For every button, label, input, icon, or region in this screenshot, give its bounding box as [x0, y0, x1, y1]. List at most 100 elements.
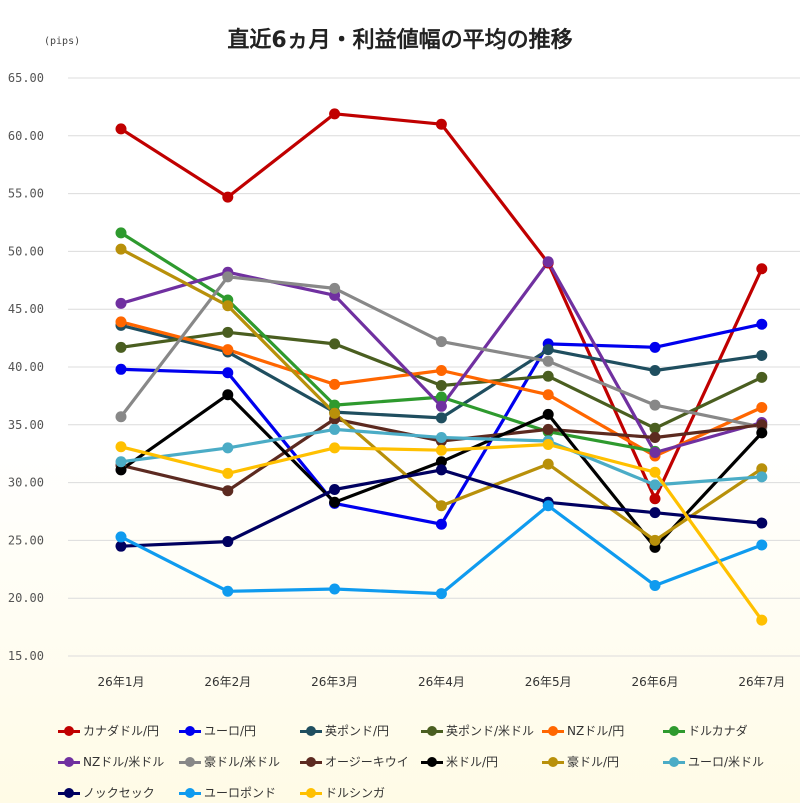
x-tick-label: 26年5月 — [525, 675, 572, 689]
data-point — [756, 463, 768, 475]
legend-label: 英ポンド/円 — [325, 724, 390, 738]
legend-label: 豪ドル/米ドル — [204, 755, 281, 769]
data-point — [435, 444, 447, 456]
legend-swatch — [58, 756, 80, 767]
legend-label: NZドル/円 — [567, 724, 625, 738]
legend-label: ドルカナダ — [688, 724, 748, 738]
legend-item: ユーロ/円 — [179, 722, 300, 739]
legend-swatch — [300, 725, 322, 736]
legend-swatch — [58, 787, 80, 798]
legend-swatch — [663, 725, 685, 736]
data-point — [115, 441, 127, 453]
data-point — [222, 485, 234, 497]
data-point — [329, 378, 341, 390]
data-point — [435, 588, 447, 600]
legend-item: NZドル/米ドル — [58, 753, 179, 770]
legend-label: ユーロ/円 — [204, 724, 257, 738]
data-point — [756, 318, 768, 330]
data-point — [756, 539, 768, 551]
data-point — [649, 534, 661, 546]
data-point — [649, 364, 661, 376]
data-point — [649, 579, 661, 591]
legend-item: 米ドル/円 — [421, 753, 542, 770]
data-point — [756, 471, 768, 483]
y-tick-label: 25.00 — [8, 533, 44, 547]
data-point — [435, 518, 447, 530]
data-point — [542, 408, 554, 420]
legend-item: 豪ドル/円 — [542, 753, 663, 770]
y-tick-label: 45.00 — [8, 302, 44, 316]
data-point — [435, 400, 447, 412]
x-tick-label: 26年7月 — [738, 675, 785, 689]
data-point — [756, 427, 768, 439]
data-point — [115, 531, 127, 543]
data-point — [542, 256, 554, 268]
data-point — [115, 123, 127, 135]
data-point — [649, 466, 661, 478]
data-point — [542, 355, 554, 367]
data-point — [329, 484, 341, 496]
legend-swatch — [179, 756, 201, 767]
data-point — [542, 344, 554, 356]
legend-swatch — [542, 756, 564, 767]
legend-label: 豪ドル/円 — [567, 755, 620, 769]
data-point — [115, 411, 127, 423]
y-tick-label: 50.00 — [8, 244, 44, 258]
legend-label: 米ドル/円 — [446, 755, 499, 769]
legend-label: カナダドル/円 — [83, 724, 160, 738]
data-point — [435, 379, 447, 391]
data-point — [542, 458, 554, 470]
y-tick-label: 30.00 — [8, 476, 44, 490]
legend-item: ドルシンガ — [300, 784, 421, 801]
legend-swatch — [421, 756, 443, 767]
data-point — [115, 363, 127, 375]
data-point — [329, 583, 341, 595]
data-point — [542, 423, 554, 435]
data-point — [756, 517, 768, 529]
data-point — [115, 316, 127, 328]
x-tick-label: 26年6月 — [632, 675, 679, 689]
y-tick-label: 15.00 — [8, 649, 44, 663]
legend-swatch — [58, 725, 80, 736]
data-point — [329, 108, 341, 120]
y-tick-label: 40.00 — [8, 360, 44, 374]
legend-label: 英ポンド/米ドル — [446, 724, 535, 738]
data-point — [542, 500, 554, 512]
data-point — [329, 282, 341, 294]
x-tick-label: 26年2月 — [204, 675, 251, 689]
data-point — [115, 456, 127, 468]
data-point — [435, 500, 447, 512]
legend-label: ユーロポンド — [204, 786, 277, 800]
legend-item: ユーロポンド — [179, 784, 300, 801]
data-point — [756, 371, 768, 383]
data-point — [329, 442, 341, 454]
legend-item: ノックセック — [58, 784, 179, 801]
data-point — [435, 118, 447, 130]
data-point — [115, 227, 127, 239]
data-point — [329, 338, 341, 350]
legend-item: オージーキウイ — [300, 753, 421, 770]
legend-label: ユーロ/米ドル — [688, 755, 765, 769]
data-point — [435, 412, 447, 424]
data-point — [115, 341, 127, 353]
data-point — [435, 391, 447, 403]
legend-item: 英ポンド/米ドル — [421, 722, 542, 739]
data-point — [115, 464, 127, 476]
data-point — [649, 507, 661, 519]
data-point — [435, 432, 447, 444]
legend-item: 英ポンド/円 — [300, 722, 421, 739]
data-point — [756, 419, 768, 431]
chart-legend: カナダドル/円 ユーロ/円 英ポンド/円 英ポンド/米ドル NZドル/円 ドルカナダ NZド… — [58, 722, 798, 801]
data-point — [542, 438, 554, 450]
data-point — [222, 271, 234, 283]
data-point — [435, 364, 447, 376]
legend-swatch — [179, 725, 201, 736]
data-point — [222, 191, 234, 203]
y-tick-label: 20.00 — [8, 591, 44, 605]
y-tick-label: 55.00 — [8, 187, 44, 201]
data-point — [222, 300, 234, 312]
data-point — [329, 496, 341, 508]
data-point — [115, 243, 127, 255]
data-point — [329, 407, 341, 419]
